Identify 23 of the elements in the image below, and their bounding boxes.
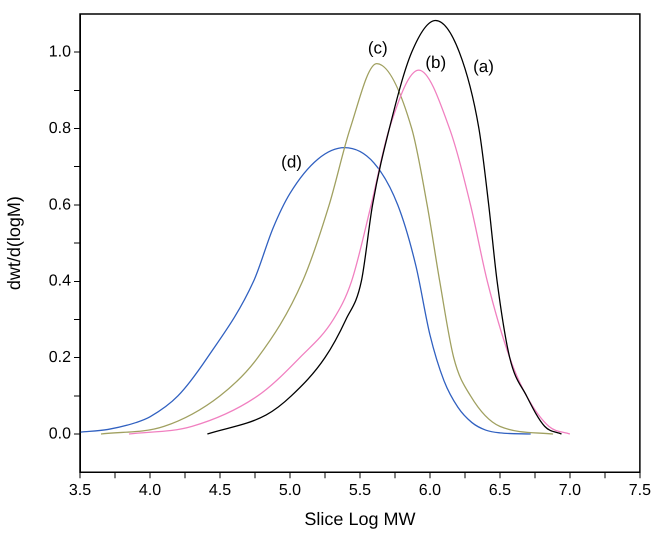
y-tick-label: 0.0 [48, 425, 72, 442]
series-label: (c) [368, 38, 388, 58]
series-label: (b) [425, 52, 446, 72]
x-axis-title: Slice Log MW [304, 509, 416, 530]
y-axis-title: dwt/d(logM) [4, 196, 24, 290]
text: 6.0 [418, 482, 442, 500]
line-series [206, 20, 562, 435]
text: 5.0 [278, 482, 302, 500]
x-tick-label: 3.5 [68, 482, 92, 500]
y-tick-label: 0.6 [48, 196, 72, 214]
y-tick-label: 0.4 [48, 272, 72, 290]
x-tick-label: 5.5 [348, 482, 372, 500]
x-tick-label: 6.5 [488, 482, 512, 500]
y-tick-label: 1.0 [48, 44, 72, 61]
y-tick-label: 0.2 [48, 349, 72, 366]
x-tick-label: 4.5 [208, 482, 232, 500]
line-series [80, 146, 532, 435]
series-label: (d) [281, 152, 302, 172]
y-tick-label: 0.8 [48, 120, 72, 137]
text: 4.0 [138, 482, 162, 500]
x-tick-label: 7.5 [628, 482, 652, 500]
series-label: (a) [473, 57, 494, 76]
text: 7.0 [558, 482, 582, 500]
